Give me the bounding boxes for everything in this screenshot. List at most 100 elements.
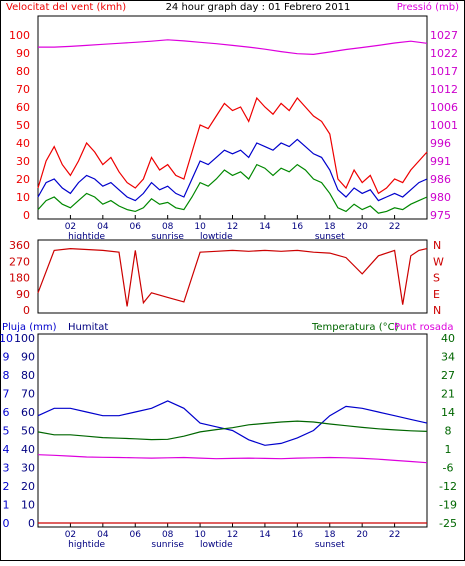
humidity-tick-label: 10 — [21, 499, 35, 512]
x-event-label: lowtide — [200, 232, 233, 242]
left-axis-title: Velocitat del vent (kmh) — [6, 2, 126, 13]
direction-tick-label: 0 — [23, 304, 30, 317]
temperature-tick-label: 21 — [441, 388, 455, 401]
y-tick-label: 40 — [16, 137, 30, 150]
x-tick-label: 06 — [130, 222, 142, 232]
direction-compass-label: W — [433, 255, 444, 268]
dewpoint-line — [37, 454, 428, 464]
x-tick-label: 20 — [356, 530, 368, 540]
humidity-tick-label: 80 — [21, 369, 35, 382]
y-tick-label-right: 996 — [430, 137, 451, 150]
direction-compass-label: N — [433, 304, 441, 317]
temperature-tick-label: -6 — [443, 462, 454, 475]
y-tick-label: 0 — [23, 209, 30, 222]
wind-speed-line — [37, 96, 428, 195]
humidity-tick-label: 40 — [21, 443, 35, 456]
x-tick-label: 14 — [259, 222, 271, 232]
x-tick-label: 18 — [324, 530, 336, 540]
rain-tick-label: 1 — [3, 499, 10, 512]
y-tick-label-right: 975 — [430, 209, 451, 222]
temperature-tick-label: 27 — [441, 369, 455, 382]
x-event-label: sunrise — [151, 540, 184, 550]
y-tick-label: 70 — [16, 83, 30, 96]
y-tick-label-right: 1006 — [430, 101, 458, 114]
humidity-axis-title: Humitat — [68, 322, 108, 333]
direction-compass-label: N — [433, 239, 441, 252]
humidity-tick-label: 90 — [21, 351, 35, 364]
wind-pressure-panel — [37, 15, 428, 220]
temperature-tick-label: 8 — [445, 425, 452, 438]
humidity-tick-label: 50 — [21, 425, 35, 438]
y-tick-label: 100 — [9, 29, 30, 42]
x-tick-label: 04 — [97, 222, 109, 232]
x-tick-label: 10 — [194, 222, 206, 232]
rain-tick-label: 10 — [0, 332, 13, 345]
temperature-tick-label: 14 — [441, 406, 455, 419]
y-tick-label-right: 1001 — [430, 119, 458, 132]
wind-average-line — [37, 163, 428, 214]
rain-tick-label: 6 — [3, 406, 10, 419]
x-tick-label: 22 — [389, 222, 400, 232]
rain-tick-label: 7 — [3, 388, 10, 401]
rain-tick-label: 8 — [3, 369, 10, 382]
x-tick-label: 18 — [324, 222, 336, 232]
y-tick-label: 60 — [16, 101, 30, 114]
humidity-line — [37, 400, 428, 446]
dewpoint-axis-title: Punt rosada — [394, 322, 453, 333]
y-tick-label-right: 980 — [430, 191, 451, 204]
y-tick-label-right: 991 — [430, 155, 451, 168]
x-tick-label: 08 — [162, 222, 174, 232]
rain-tick-label: 0 — [3, 517, 10, 530]
humidity-tick-label: 20 — [21, 480, 35, 493]
x-tick-label: 16 — [292, 222, 304, 232]
rain-tick-label: 2 — [3, 480, 10, 493]
rain-tick-label: 3 — [3, 462, 10, 475]
right-axis-title: Pressió (mb) — [397, 1, 459, 13]
rain-tick-label: 9 — [3, 351, 10, 364]
wind-direction-panel — [37, 239, 428, 314]
x-tick-label: 22 — [389, 530, 400, 540]
humidity-tick-label: 70 — [21, 388, 35, 401]
direction-compass-label: E — [433, 288, 440, 301]
temperature-tick-label: -19 — [439, 499, 457, 512]
y-tick-label-right: 1027 — [430, 29, 458, 42]
humidity-tick-label: 30 — [21, 462, 35, 475]
temperature-axis-title: Temperatura (°C) — [311, 322, 399, 333]
y-tick-label: 90 — [16, 47, 30, 60]
x-tick-label: 06 — [130, 530, 142, 540]
x-tick-label: 04 — [97, 530, 109, 540]
wind-direction-line — [37, 247, 428, 307]
x-tick-label: 10 — [194, 530, 206, 540]
direction-compass-label: S — [433, 272, 440, 285]
y-tick-label-right: 1017 — [430, 65, 458, 78]
x-event-label: sunrise — [151, 232, 184, 242]
x-event-label: sunset — [315, 232, 345, 242]
direction-tick-label: 90 — [16, 288, 30, 301]
x-tick-label: 20 — [356, 222, 368, 232]
temperature-tick-label: 40 — [441, 332, 455, 345]
x-tick-label: 02 — [65, 530, 76, 540]
temperature-tick-label: -12 — [439, 480, 457, 493]
y-tick-label-right: 1022 — [430, 47, 458, 60]
y-tick-label: 20 — [16, 173, 30, 186]
humidity-tick-label: 100 — [14, 332, 35, 345]
temperature-tick-label: 34 — [441, 351, 455, 364]
y-tick-label-right: 986 — [430, 173, 451, 186]
y-tick-label-right: 1012 — [430, 83, 458, 96]
y-tick-label: 10 — [16, 191, 30, 204]
wind-gust-line — [37, 138, 428, 202]
direction-tick-label: 270 — [9, 255, 30, 268]
rain-axis-title: Pluja (mm) — [2, 322, 57, 333]
x-event-label: hightide — [68, 232, 105, 242]
x-tick-label: 12 — [227, 530, 238, 540]
y-tick-label: 80 — [16, 65, 30, 78]
x-event-label: sunset — [315, 540, 345, 550]
direction-tick-label: 180 — [9, 272, 30, 285]
x-event-label: lowtide — [200, 540, 233, 550]
temperature-tick-label: -25 — [439, 517, 457, 530]
humidity-tick-label: 60 — [21, 406, 35, 419]
x-tick-label: 12 — [227, 222, 238, 232]
x-tick-label: 14 — [259, 530, 271, 540]
